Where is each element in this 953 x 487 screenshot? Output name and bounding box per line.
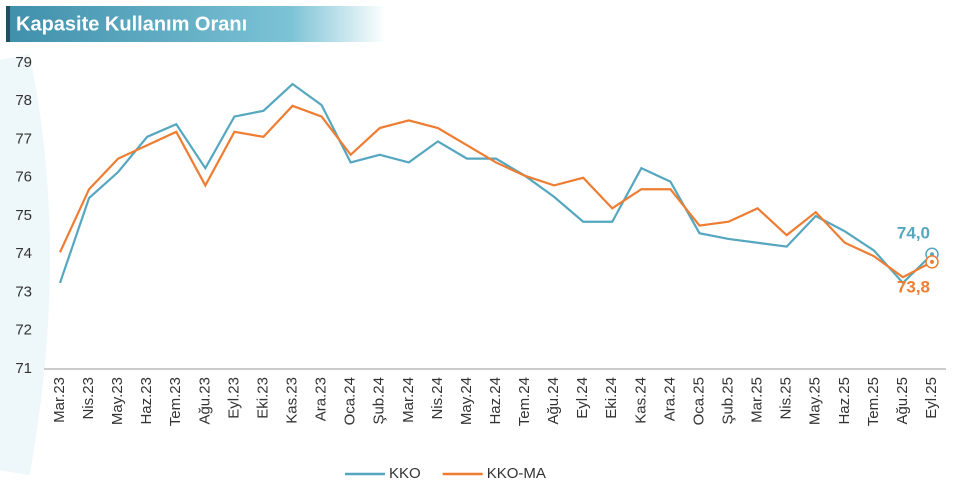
- legend-label: KKO: [389, 465, 421, 482]
- x-tick-label: Haz.25: [836, 377, 853, 425]
- title-accent: [6, 6, 10, 42]
- x-tick-label: Tem.24: [516, 377, 533, 426]
- x-tick-label: Eyl.24: [574, 377, 591, 419]
- x-tick-label: Kas.23: [284, 377, 301, 424]
- title-banner: [6, 6, 386, 42]
- end-marker-dot: [930, 259, 934, 264]
- x-tick-label: Mar.24: [400, 377, 417, 423]
- x-tick-label: Şub.24: [371, 377, 388, 425]
- x-tick-label: Oca.24: [342, 377, 359, 425]
- x-tick-label: Oca.25: [690, 377, 707, 425]
- x-tick-label: Tem.23: [167, 377, 184, 426]
- x-tick-label: May.23: [109, 377, 126, 425]
- x-tick-label: Eki.23: [254, 377, 271, 419]
- y-tick-label: 72: [15, 322, 32, 339]
- x-tick-label: Eyl.23: [225, 377, 242, 419]
- x-tick-label: Mar.23: [51, 377, 68, 423]
- x-tick-label: Ağu.23: [196, 377, 213, 425]
- x-tick-label: Nis.24: [429, 377, 446, 420]
- x-tick-label: Ağu.24: [545, 377, 562, 425]
- x-tick-label: May.24: [458, 377, 475, 425]
- data-label: 74,0: [897, 224, 930, 243]
- y-tick-label: 78: [15, 92, 32, 109]
- y-tick-label: 76: [15, 169, 32, 186]
- x-tick-label: Kas.24: [632, 377, 649, 424]
- y-tick-label: 74: [15, 245, 32, 262]
- background-curve: [0, 53, 50, 476]
- y-tick-label: 79: [15, 54, 32, 71]
- x-tick-label: Ağu.25: [894, 377, 911, 425]
- x-tick-label: Nis.23: [80, 377, 97, 420]
- x-tick-label: Eyl.25: [923, 377, 940, 419]
- y-tick-label: 77: [15, 130, 32, 147]
- x-tick-label: Haz.23: [138, 377, 155, 425]
- x-tick-label: Mar.25: [749, 377, 766, 423]
- x-tick-label: Ara.23: [313, 377, 330, 421]
- x-tick-label: Haz.24: [487, 377, 504, 425]
- series-line: [59, 104, 933, 279]
- series-line: [58, 82, 933, 285]
- y-tick-label: 75: [15, 207, 32, 224]
- legend-label: KKO-MA: [487, 465, 546, 482]
- x-tick-label: Eki.24: [603, 377, 620, 419]
- y-tick-label: 73: [15, 283, 32, 300]
- x-tick-label: Nis.25: [778, 377, 795, 420]
- x-tick-label: May.25: [807, 377, 824, 425]
- data-label: 73,8: [897, 277, 930, 296]
- y-tick-label: 71: [15, 360, 32, 377]
- x-tick-label: Şub.25: [720, 377, 737, 425]
- x-tick-label: Ara.24: [661, 377, 678, 421]
- chart-title: Kapasite Kullanım Oranı: [16, 13, 247, 35]
- x-tick-label: Tem.25: [865, 377, 882, 426]
